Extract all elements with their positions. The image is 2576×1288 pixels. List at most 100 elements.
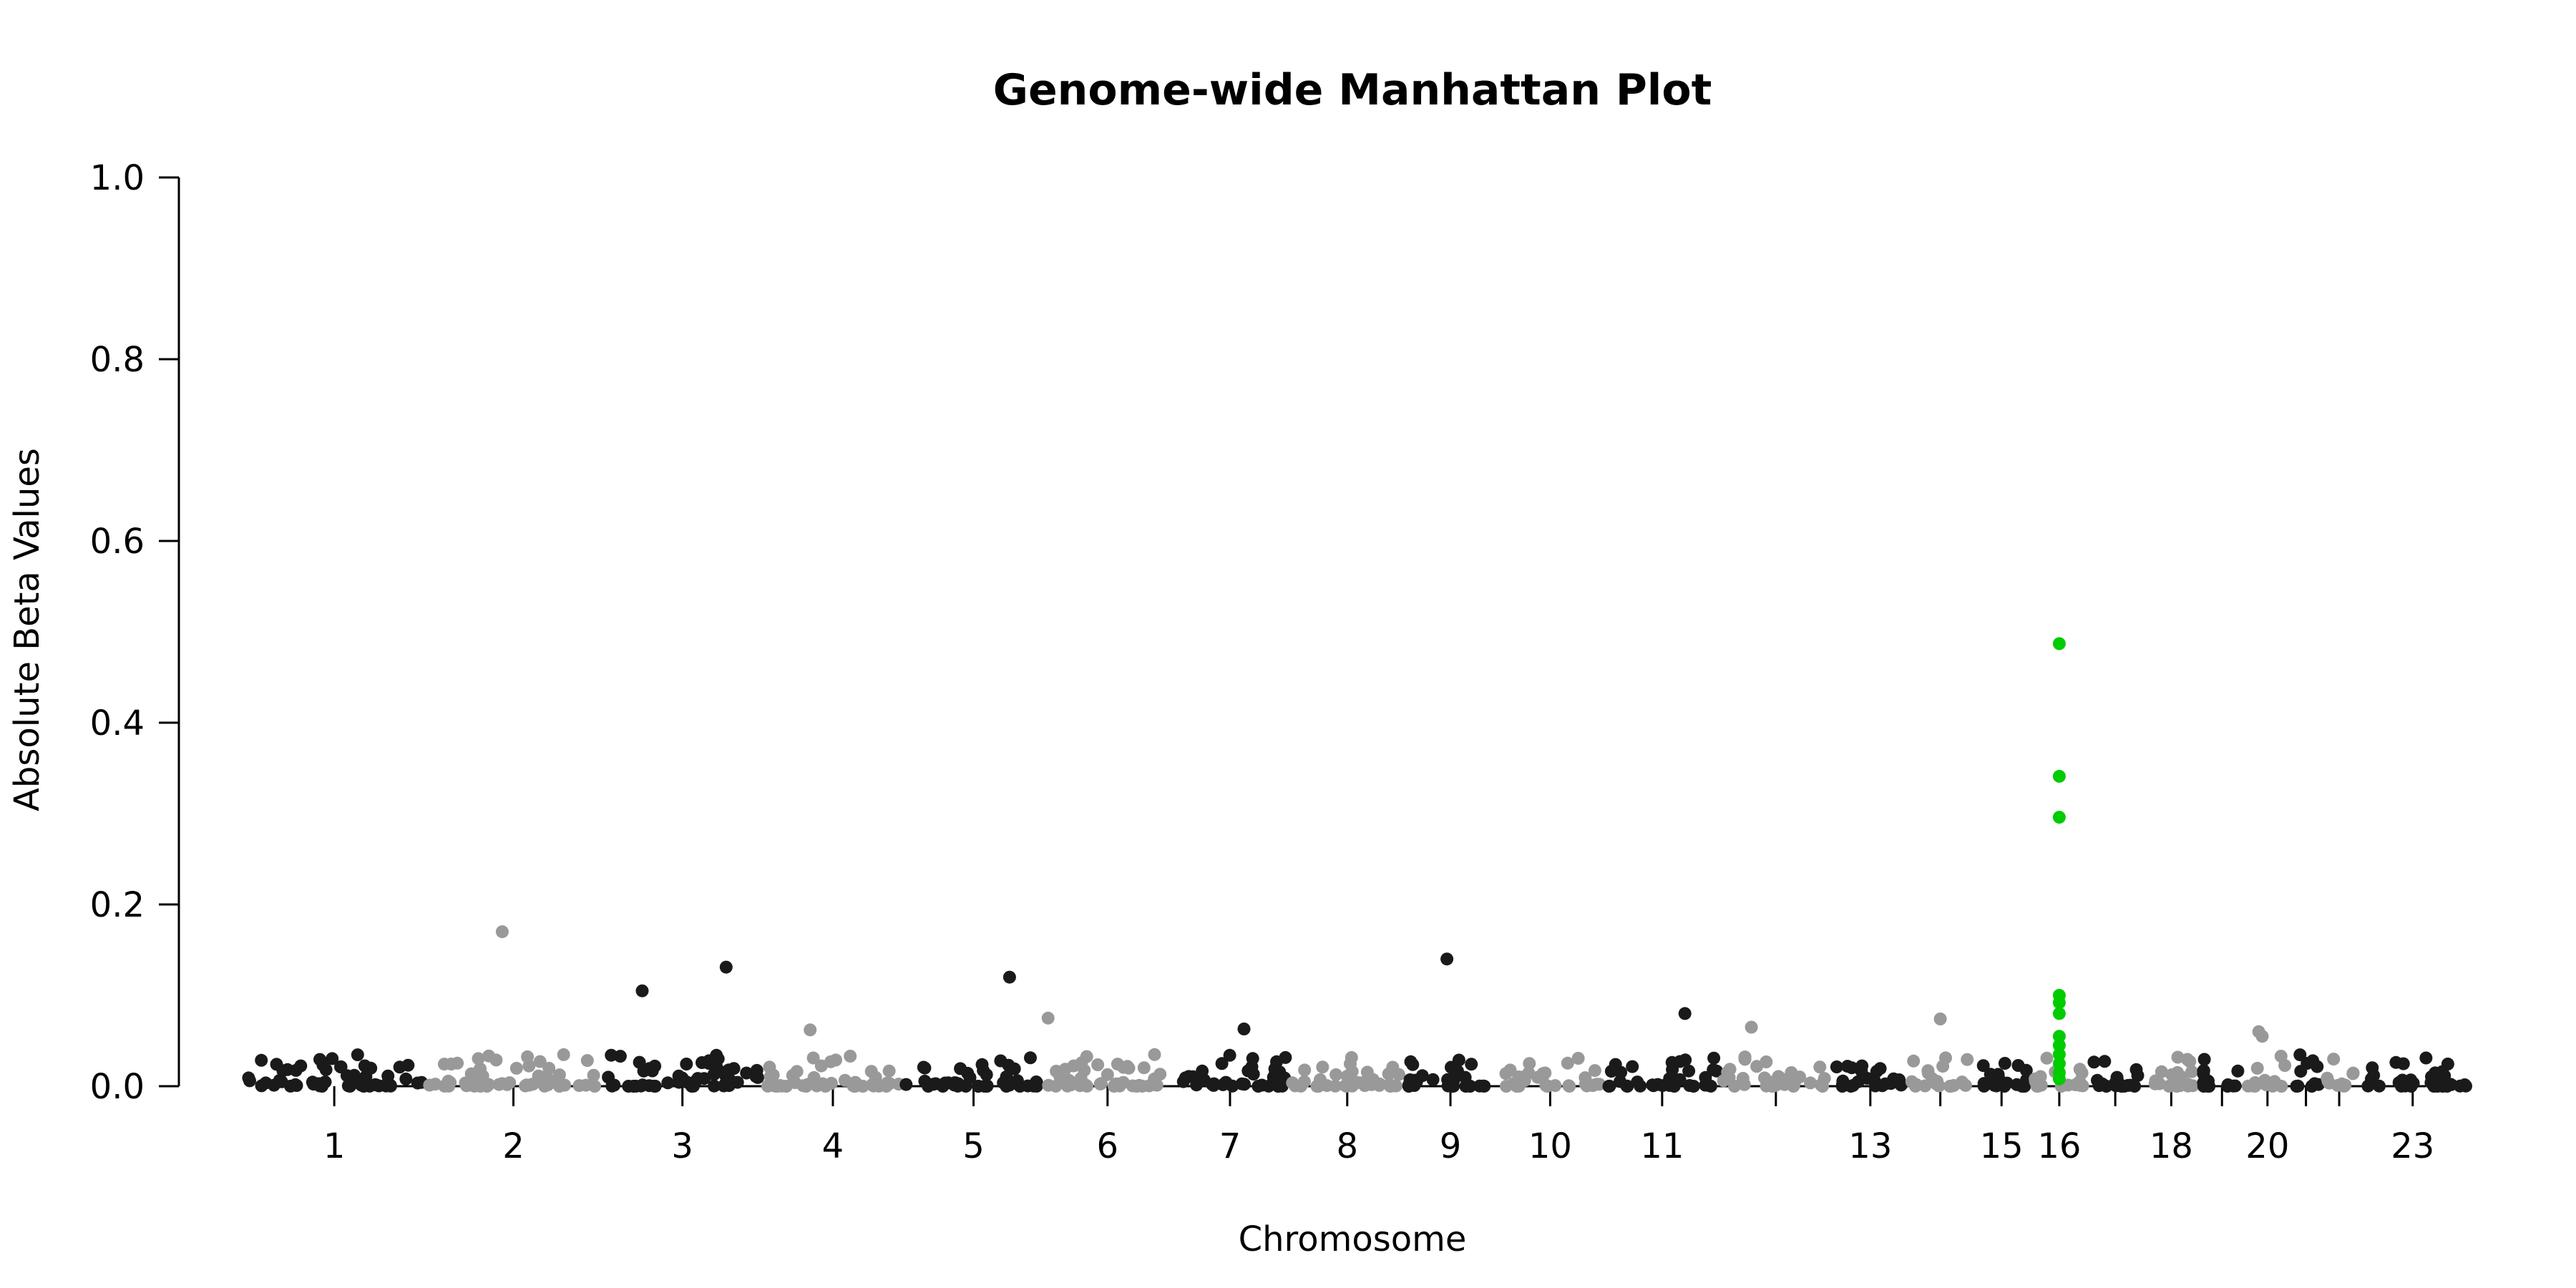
- data-point: [613, 1050, 627, 1063]
- data-point: [2098, 1055, 2112, 1068]
- data-point: [844, 1050, 857, 1063]
- data-point: [1977, 1077, 1991, 1091]
- data-point: [1042, 1078, 1055, 1092]
- data-point: [1621, 1080, 1634, 1093]
- data-point: [1907, 1054, 1921, 1068]
- data-point: [2171, 1050, 2185, 1064]
- data-point: [2301, 1057, 2314, 1070]
- data-point: [587, 1068, 600, 1082]
- data-point: [2040, 1051, 2054, 1065]
- data-point: [789, 1076, 801, 1089]
- data-point: [290, 1079, 303, 1092]
- x-tick-label: 7: [1219, 1126, 1241, 1166]
- data-point: [1148, 1078, 1162, 1091]
- data-point: [1908, 1079, 1922, 1093]
- data-point: [2075, 1066, 2089, 1080]
- data-point: [313, 1053, 326, 1066]
- x-tick-label: 20: [2245, 1126, 2289, 1166]
- data-point: [474, 1062, 487, 1075]
- data-point: [1998, 1057, 2011, 1070]
- x-tick-label: 5: [962, 1126, 985, 1166]
- data-point: [480, 1080, 494, 1093]
- data-point: [1091, 1058, 1105, 1071]
- data-point: [1523, 1057, 1536, 1070]
- data-point: [2275, 1080, 2288, 1093]
- data-point: [1207, 1077, 1221, 1091]
- data-point: [2087, 1055, 2101, 1069]
- data-point: [533, 1055, 547, 1068]
- data-point: [1126, 1079, 1139, 1093]
- data-point: [708, 1079, 721, 1093]
- data-point: [790, 1065, 804, 1078]
- data-point: [311, 1077, 325, 1091]
- data-point: [1440, 952, 1454, 966]
- data-point: [710, 1061, 723, 1075]
- data-point: [1699, 1078, 1712, 1092]
- data-point: [2389, 1055, 2403, 1069]
- data-point: [1406, 1058, 1420, 1071]
- data-point: [1008, 1062, 1021, 1075]
- data-point: [2293, 1048, 2307, 1062]
- highlight-point: [2052, 1030, 2066, 1043]
- data-point: [1873, 1062, 1887, 1075]
- data-point: [1563, 1080, 1576, 1093]
- data-point: [648, 1080, 662, 1093]
- data-point: [1382, 1067, 1395, 1080]
- data-point: [242, 1071, 255, 1085]
- data-point: [1473, 1079, 1486, 1093]
- highlight-point: [2052, 1007, 2066, 1020]
- data-point: [2311, 1060, 2324, 1073]
- y-tick-label: 0.8: [90, 340, 145, 380]
- data-point: [2185, 1065, 2199, 1078]
- data-point: [977, 1064, 990, 1078]
- data-point: [2019, 1063, 2033, 1077]
- data-point: [2367, 1068, 2381, 1082]
- data-point: [255, 1053, 268, 1067]
- data-point: [2181, 1078, 2195, 1091]
- data-point: [1101, 1068, 1114, 1081]
- data-point: [2248, 1076, 2262, 1089]
- data-point: [2155, 1065, 2168, 1078]
- data-point: [2231, 1064, 2245, 1078]
- data-point: [850, 1077, 864, 1091]
- data-point: [572, 1079, 586, 1093]
- data-point: [552, 1080, 566, 1093]
- data-point: [1687, 1080, 1700, 1093]
- data-point: [2250, 1061, 2264, 1075]
- data-point: [273, 1073, 286, 1087]
- data-point: [1289, 1079, 1302, 1093]
- data-point: [1669, 1073, 1682, 1087]
- data-point: [2197, 1053, 2211, 1066]
- data-point: [1933, 1013, 1947, 1025]
- data-point: [1223, 1048, 1236, 1062]
- data-point: [1813, 1060, 1827, 1074]
- data-point: [1717, 1074, 1730, 1088]
- data-point: [1215, 1057, 1229, 1070]
- data-point: [588, 1080, 601, 1093]
- data-point: [2406, 1076, 2420, 1090]
- data-point: [319, 1063, 333, 1076]
- data-point: [1516, 1070, 1529, 1084]
- data-point: [1538, 1066, 1552, 1080]
- data-point: [1075, 1056, 1088, 1070]
- data-point: [1408, 1073, 1422, 1087]
- x-tick-label: 2: [502, 1126, 525, 1166]
- data-point: [2327, 1053, 2341, 1066]
- data-point: [1093, 1077, 1107, 1091]
- data-point: [1539, 1078, 1553, 1092]
- data-point: [1814, 1078, 1828, 1092]
- data-point: [2128, 1080, 2142, 1093]
- data-point: [492, 1078, 506, 1091]
- data-point: [2091, 1073, 2104, 1087]
- data-point: [381, 1069, 395, 1083]
- y-tick-label: 0.0: [90, 1067, 145, 1107]
- data-point: [1678, 1007, 1692, 1020]
- x-tick-label: 4: [822, 1126, 844, 1166]
- data-point: [326, 1052, 339, 1065]
- data-point: [489, 1053, 503, 1067]
- data-point: [899, 1078, 913, 1091]
- data-point: [2109, 1079, 2123, 1093]
- data-point: [1745, 1020, 1758, 1034]
